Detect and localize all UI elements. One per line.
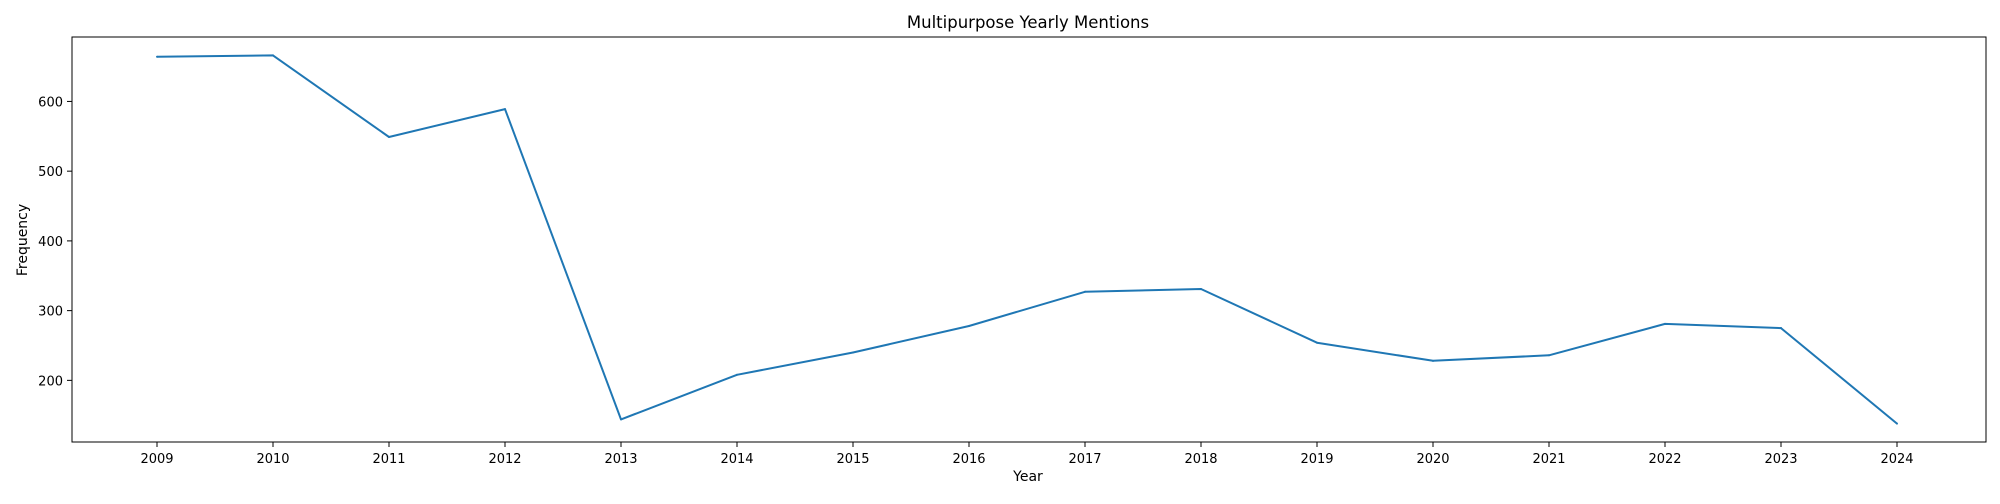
x-tick-label: 2019 (1300, 452, 1333, 467)
x-tick-label: 2013 (604, 452, 637, 467)
x-tick-label: 2024 (1880, 452, 1913, 467)
x-tick-label: 2021 (1532, 452, 1565, 467)
data-point (1548, 354, 1550, 357)
x-tick-label: 2011 (372, 452, 405, 467)
data-point (852, 351, 854, 354)
series-line (156, 54, 1898, 425)
y-axis-ticks: 200 300 400 500 600 (38, 95, 72, 389)
data-point (388, 135, 390, 138)
x-tick-label: 2016 (952, 452, 985, 467)
x-tick-label: 2012 (488, 452, 521, 467)
data-point (1896, 422, 1898, 425)
data-point (1780, 327, 1782, 330)
y-tick-label: 600 (38, 95, 63, 110)
data-point (1432, 359, 1434, 362)
data-point (1316, 341, 1318, 344)
data-point (968, 324, 970, 327)
chart-title: Multipurpose Yearly Mentions (907, 13, 1149, 32)
x-tick-label: 2014 (720, 452, 753, 467)
x-tick-label: 2018 (1184, 452, 1217, 467)
x-tick-label: 2022 (1648, 452, 1681, 467)
plot-area (71, 36, 1987, 443)
y-tick-label: 300 (38, 305, 63, 320)
x-tick-label: 2010 (256, 452, 289, 467)
x-tick-label: 2020 (1416, 452, 1449, 467)
x-axis-ticks: 2009 2010 2011 2012 2013 2014 2015 2016 2017 2018… (140, 442, 1914, 467)
y-tick-label: 500 (38, 165, 63, 180)
series-layer (156, 54, 1898, 425)
y-tick-label: 200 (38, 374, 63, 389)
data-point (1084, 290, 1086, 293)
y-tick-label: 400 (38, 235, 63, 250)
data-point (620, 418, 622, 421)
x-tick-label: 2015 (836, 452, 869, 467)
data-point (736, 373, 738, 376)
x-tick-label: 2023 (1764, 452, 1797, 467)
y-axis-label: Frequency (15, 204, 31, 276)
data-point (272, 54, 274, 57)
data-point (156, 55, 158, 58)
x-axis-label: Year (1012, 469, 1043, 485)
data-point (1200, 288, 1202, 291)
data-point (504, 108, 506, 111)
data-point (1664, 322, 1666, 325)
x-tick-label: 2009 (140, 452, 173, 467)
x-tick-label: 2017 (1068, 452, 1101, 467)
